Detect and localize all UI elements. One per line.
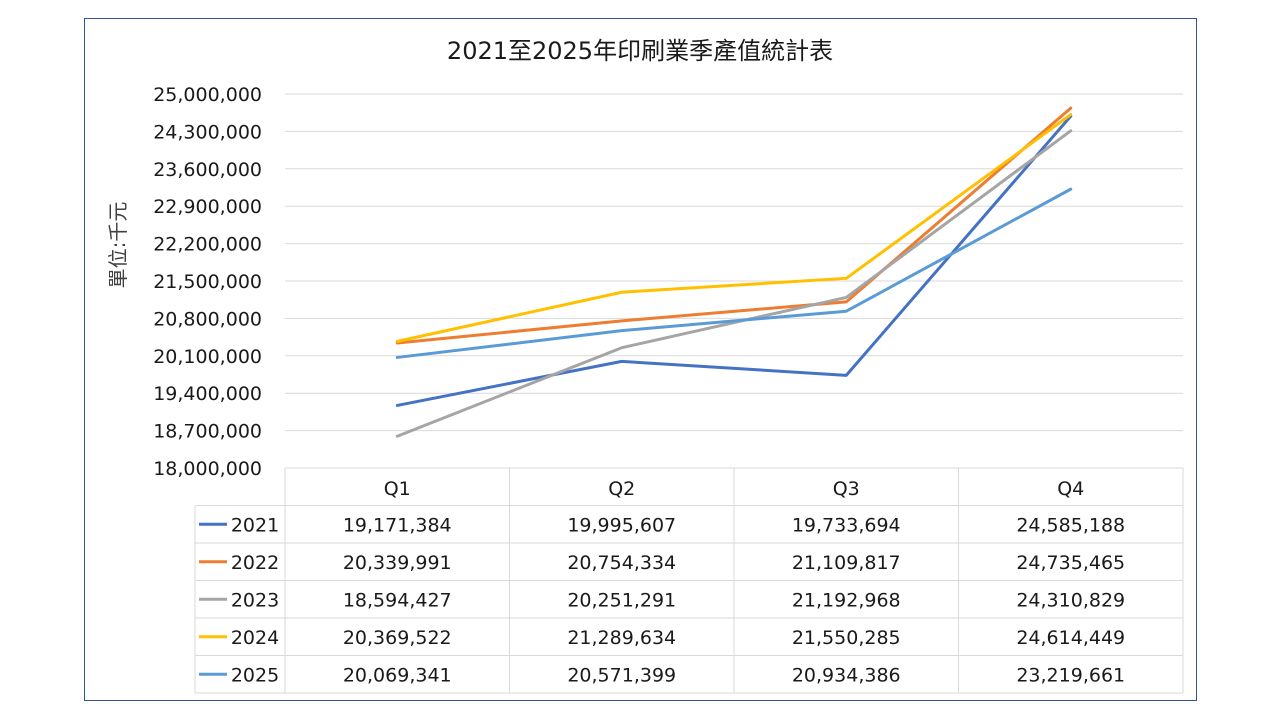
table-cell-value: 20,251,291	[567, 589, 676, 611]
legend-label: 2025	[231, 664, 279, 686]
legend-label: 2023	[231, 589, 279, 611]
table-cell-value: 21,109,817	[792, 552, 901, 574]
y-tick-label: 20,100,000	[153, 346, 262, 368]
y-tick-label: 25,000,000	[153, 84, 262, 106]
legend-label: 2024	[231, 627, 279, 649]
gridlines	[285, 93, 1183, 432]
y-tick-label: 22,200,000	[153, 234, 262, 256]
x-category-label: Q2	[608, 478, 635, 500]
table-cell-value: 20,934,386	[792, 664, 901, 686]
table-cell-value: 19,995,607	[567, 514, 676, 536]
chart-title: 2021至2025年印刷業季產值統計表	[447, 37, 833, 65]
y-tick-label: 20,800,000	[153, 308, 262, 330]
legend-label: 2021	[231, 514, 279, 536]
table-cell-value: 23,219,661	[1016, 664, 1125, 686]
table-cell-value: 21,289,634	[567, 627, 676, 649]
chart-frame: 2021至2025年印刷業季產值統計表 單位:千元 25,000,000 24,3…	[84, 18, 1197, 701]
y-axis-label: 單位:千元	[106, 202, 130, 289]
table-cell-value: 20,069,341	[343, 664, 452, 686]
table-cell-value: 20,754,334	[567, 552, 676, 574]
y-tick-label: 22,900,000	[153, 196, 262, 218]
y-tick-label: 23,600,000	[153, 159, 262, 181]
series-line-2022	[395, 106, 1073, 345]
x-category-label: Q1	[384, 478, 411, 500]
x-category-label: Q4	[1057, 478, 1084, 500]
y-tick-label: 18,000,000	[153, 458, 262, 480]
series-lines	[395, 106, 1073, 438]
series-line-2021	[395, 114, 1073, 407]
table-cell-value: 20,571,399	[567, 664, 676, 686]
series-line-2023	[395, 129, 1073, 438]
y-tick-label: 24,300,000	[153, 121, 262, 143]
table-cell-value: 18,594,427	[343, 589, 452, 611]
line-chart: 2021至2025年印刷業季產值統計表 單位:千元 25,000,000 24,3…	[106, 37, 1184, 694]
table-cell-value: 21,192,968	[792, 589, 901, 611]
table-cell-value: 19,733,694	[792, 514, 901, 536]
y-tick-labels: 25,000,000 24,300,000 23,600,000 22,900,000…	[153, 84, 262, 480]
series-line-2024	[395, 113, 1073, 343]
table-cell-value: 19,171,384	[343, 514, 452, 536]
y-tick-label: 18,700,000	[153, 421, 262, 443]
data-table: Q1 Q2 Q3 Q4 2021 19,171,384 19,995,607 19,733,6…	[194, 467, 1184, 694]
table-cell-value: 24,735,465	[1016, 552, 1125, 574]
table-cell-value: 21,550,285	[792, 627, 901, 649]
table-cell-value: 24,614,449	[1016, 627, 1125, 649]
x-category-label: Q3	[833, 478, 860, 500]
series-line-2025	[395, 187, 1073, 359]
table-cell-value: 24,310,829	[1016, 589, 1125, 611]
table-cell-value: 20,369,522	[343, 627, 452, 649]
table-cell-value: 24,585,188	[1016, 514, 1125, 536]
legend-label: 2022	[231, 552, 279, 574]
y-tick-label: 19,400,000	[153, 383, 262, 405]
y-tick-label: 21,500,000	[153, 271, 262, 293]
table-cell-value: 20,339,991	[343, 552, 452, 574]
